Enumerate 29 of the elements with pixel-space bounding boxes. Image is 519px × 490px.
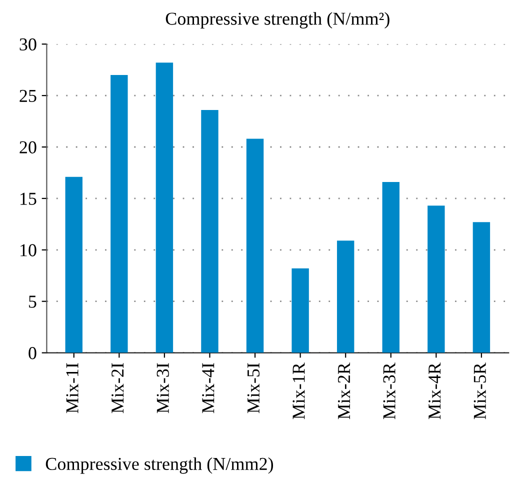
bar bbox=[246, 138, 264, 353]
bar bbox=[65, 176, 82, 353]
y-tick-label: 10 bbox=[20, 244, 36, 256]
bar bbox=[472, 222, 490, 353]
bar bbox=[382, 182, 400, 353]
y-tick-label: 30 bbox=[20, 38, 36, 51]
bar bbox=[156, 62, 174, 353]
legend-label: Compressive strength (N/mm2) bbox=[46, 457, 274, 474]
x-tick-label: Mix-3R bbox=[383, 362, 396, 420]
bar bbox=[292, 268, 309, 353]
x-tick-label: Mix-1I bbox=[66, 363, 78, 414]
x-tick-label: Mix-1R bbox=[292, 362, 305, 420]
x-tick-label: Mix-4I bbox=[202, 363, 214, 414]
y-tick-label: 0 bbox=[28, 347, 36, 360]
y-tick-label: 25 bbox=[20, 90, 36, 102]
x-tick-label: Mix-5R bbox=[474, 362, 486, 420]
chart-title: Compressive strength (N/mm²) bbox=[166, 12, 390, 29]
x-tick-label: Mix-3I bbox=[156, 363, 169, 414]
x-tick-label: Mix-5I bbox=[247, 363, 260, 414]
x-tick-label: Mix-2R bbox=[338, 362, 350, 420]
x-tick-label: Mix-2I bbox=[112, 363, 124, 414]
bar bbox=[110, 74, 128, 353]
y-tick-label: 15 bbox=[20, 192, 36, 205]
y-tick-label: 5 bbox=[29, 296, 36, 308]
bar bbox=[201, 110, 218, 353]
x-tick-label: Mix-4R bbox=[428, 362, 441, 420]
bar bbox=[428, 206, 445, 353]
y-tick-label: 20 bbox=[20, 141, 36, 154]
bar bbox=[336, 240, 354, 353]
